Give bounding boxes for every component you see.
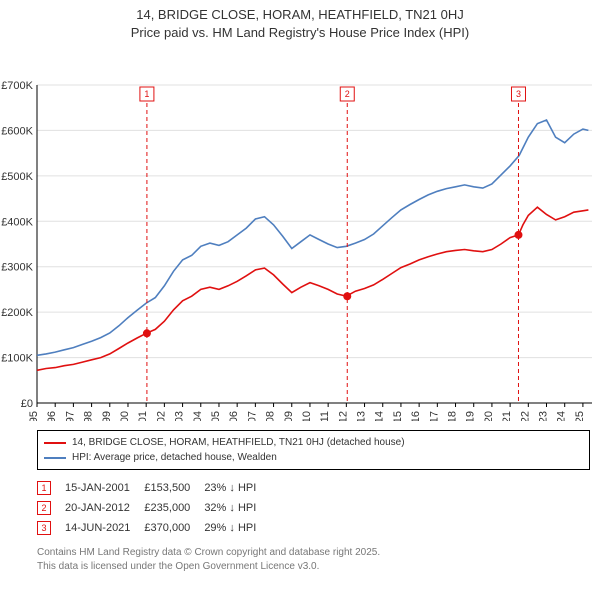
event-date-1: 15-JAN-2001 [65,478,144,498]
legend-item-hpi: HPI: Average price, detached house, Weal… [44,450,583,465]
svg-text:2008: 2008 [265,411,277,421]
series-property [37,207,588,370]
event-delta-2: 32% ↓ HPI [204,498,270,518]
svg-text:1998: 1998 [83,411,95,421]
legend-label-property: 14, BRIDGE CLOSE, HORAM, HEATHFIELD, TN2… [72,435,405,450]
event-row-3: 3 14-JUN-2021 £370,000 29% ↓ HPI [37,518,270,538]
svg-text:2020: 2020 [483,411,495,421]
event-badge-2: 2 [37,501,51,515]
event-delta-3: 29% ↓ HPI [204,518,270,538]
svg-text:2017: 2017 [428,411,440,421]
svg-text:£0: £0 [21,398,33,410]
svg-text:2005: 2005 [210,411,222,421]
svg-text:2006: 2006 [228,411,240,421]
svg-text:2019: 2019 [465,411,477,421]
title-line-1: 14, BRIDGE CLOSE, HORAM, HEATHFIELD, TN2… [0,6,600,24]
price-chart: £0 £100K £200K £300K £400K £500K £600K £700K 199… [0,41,600,426]
event-row-1: 1 15-JAN-2001 £153,500 23% ↓ HPI [37,478,270,498]
event-date-3: 14-JUN-2021 [65,518,144,538]
event-price-2: £235,000 [144,498,204,518]
series-hpi [37,120,588,355]
svg-text:£700K: £700K [1,80,33,92]
event-price-1: £153,500 [144,478,204,498]
title-line-2: Price paid vs. HM Land Registry's House … [0,24,600,42]
svg-text:2001: 2001 [137,411,149,421]
legend-swatch-hpi [44,457,66,459]
svg-text:2013: 2013 [356,411,368,421]
svg-text:1996: 1996 [46,411,58,421]
legend-swatch-property [44,442,66,444]
svg-text:2012: 2012 [337,411,349,421]
event-row-2: 2 20-JAN-2012 £235,000 32% ↓ HPI [37,498,270,518]
attribution: Contains HM Land Registry data © Crown c… [37,546,590,573]
svg-text:2014: 2014 [374,411,386,421]
svg-text:2000: 2000 [119,411,131,421]
svg-text:2002: 2002 [155,411,167,421]
svg-text:2018: 2018 [447,411,459,421]
svg-text:2: 2 [345,89,350,99]
svg-text:1999: 1999 [101,411,113,421]
svg-text:2009: 2009 [283,411,295,421]
svg-text:2016: 2016 [410,411,422,421]
svg-text:1997: 1997 [64,411,76,421]
svg-text:2015: 2015 [392,411,404,421]
svg-text:2004: 2004 [192,411,204,421]
svg-text:2024: 2024 [556,411,568,421]
svg-text:2003: 2003 [174,411,186,421]
svg-text:2007: 2007 [246,411,258,421]
event-badge-3: 3 [37,521,51,535]
chart-svg: £0 £100K £200K £300K £400K £500K £600K £700K 199… [0,41,600,421]
event-delta-1: 23% ↓ HPI [204,478,270,498]
events-table: 1 15-JAN-2001 £153,500 23% ↓ HPI 2 20-JA… [37,478,590,538]
svg-text:£300K: £300K [1,262,33,274]
legend-label-hpi: HPI: Average price, detached house, Weal… [72,450,277,465]
svg-text:2010: 2010 [301,411,313,421]
event-date-2: 20-JAN-2012 [65,498,144,518]
event-price-3: £370,000 [144,518,204,538]
svg-text:2023: 2023 [538,411,550,421]
footer-line-1: Contains HM Land Registry data © Crown c… [37,546,590,560]
legend: 14, BRIDGE CLOSE, HORAM, HEATHFIELD, TN2… [37,430,590,470]
svg-text:1: 1 [144,89,149,99]
footer-line-2: This data is licensed under the Open Gov… [37,560,590,574]
svg-text:2025: 2025 [574,411,586,421]
svg-text:1995: 1995 [28,411,40,421]
svg-text:2022: 2022 [519,411,531,421]
svg-text:£200K: £200K [1,307,33,319]
svg-text:3: 3 [516,89,521,99]
svg-text:£400K: £400K [1,216,33,228]
svg-text:2021: 2021 [501,411,513,421]
svg-text:£600K: £600K [1,126,33,138]
svg-text:£500K: £500K [1,171,33,183]
svg-text:£100K: £100K [1,353,33,365]
svg-text:2011: 2011 [319,411,331,421]
event-badge-1: 1 [37,481,51,495]
chart-title: 14, BRIDGE CLOSE, HORAM, HEATHFIELD, TN2… [0,0,600,41]
legend-item-property: 14, BRIDGE CLOSE, HORAM, HEATHFIELD, TN2… [44,435,583,450]
